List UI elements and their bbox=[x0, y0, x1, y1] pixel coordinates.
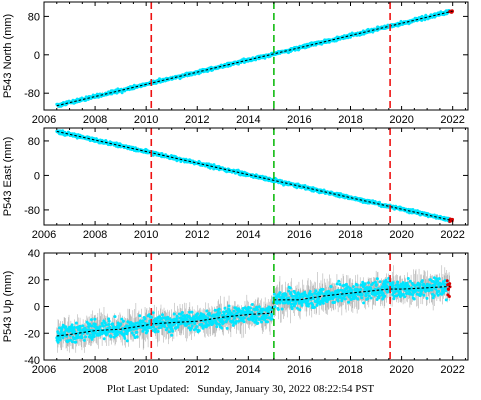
trend-line bbox=[56, 10, 453, 107]
daily-point bbox=[93, 317, 97, 321]
trend-line bbox=[56, 130, 453, 222]
daily-point bbox=[138, 314, 142, 318]
y-axis-label: P543 East (mm) bbox=[2, 137, 14, 216]
east-panel: 2006 2008 2010 2012 2014 2016 2018 2020 2022 -80 0… bbox=[2, 127, 469, 241]
daily-point bbox=[70, 340, 74, 344]
up-panel: 2006 2008 2010 2012 2014 2016 2018 2020 2022-40-… bbox=[2, 248, 469, 376]
daily-point bbox=[89, 318, 93, 322]
daily-point bbox=[58, 335, 62, 339]
daily-point bbox=[116, 333, 119, 337]
daily-point bbox=[101, 324, 105, 328]
daily-point bbox=[119, 322, 123, 326]
x-tick-label: 2006 bbox=[32, 229, 56, 241]
daily-point bbox=[107, 323, 111, 326]
daily-point bbox=[56, 340, 60, 344]
daily-point bbox=[113, 315, 117, 319]
daily-point bbox=[70, 323, 74, 327]
daily-point bbox=[58, 326, 61, 330]
y-tick-label: -80 bbox=[24, 88, 40, 100]
daily-point bbox=[74, 321, 78, 325]
x-tick-label: 2014 bbox=[236, 229, 260, 241]
daily-point bbox=[134, 146, 137, 150]
x-tick-label: 2020 bbox=[389, 229, 413, 241]
north-panel: 2006 2008 2010 2012 2014 2016 2018 2020 2022 -80 0… bbox=[2, 1, 469, 126]
daily-point bbox=[120, 317, 124, 321]
daily-point bbox=[125, 339, 129, 343]
y-tick-label: 0 bbox=[34, 170, 40, 182]
x-tick-label: 2010 bbox=[134, 114, 158, 126]
daily-point bbox=[125, 332, 129, 336]
x-tick-label: 2008 bbox=[83, 229, 107, 241]
daily-point bbox=[58, 338, 62, 342]
x-tick-label: 2010 bbox=[134, 229, 158, 241]
y-tick-label: 80 bbox=[28, 11, 40, 23]
daily-point bbox=[93, 331, 97, 335]
daily-point bbox=[88, 333, 92, 337]
daily-point bbox=[74, 340, 78, 344]
daily-point bbox=[130, 331, 134, 335]
daily-point bbox=[70, 325, 74, 329]
plot-area bbox=[55, 128, 454, 225]
daily-point bbox=[90, 324, 94, 328]
plot-area bbox=[55, 2, 454, 110]
daily-point bbox=[84, 335, 88, 339]
x-tick-label: 2018 bbox=[338, 229, 362, 241]
daily-point bbox=[123, 336, 127, 340]
x-tick-label: 2022 bbox=[440, 229, 464, 241]
x-tick-label: 2012 bbox=[185, 229, 209, 241]
daily-point bbox=[132, 333, 136, 337]
daily-point bbox=[77, 331, 81, 335]
daily-point bbox=[65, 334, 69, 338]
daily-point bbox=[107, 319, 111, 323]
x-tick-label: 2018 bbox=[338, 114, 362, 126]
x-tick-label: 2022 bbox=[440, 114, 464, 126]
x-tick-label: 2020 bbox=[389, 114, 413, 126]
gps-timeseries-figure: 2006 2008 2010 2012 2014 2016 2018 2020 2022 -80 0… bbox=[2, 1, 469, 376]
daily-point bbox=[61, 323, 65, 327]
daily-point bbox=[72, 326, 76, 329]
recent-point bbox=[451, 217, 454, 221]
x-tick-label: 2006 bbox=[32, 114, 56, 126]
x-tick-label: 2008 bbox=[83, 114, 107, 126]
daily-point bbox=[92, 335, 96, 338]
daily-point bbox=[56, 331, 60, 335]
daily-point bbox=[122, 319, 126, 323]
daily-point bbox=[107, 317, 111, 321]
y-axis-label: P543 North (mm) bbox=[2, 14, 14, 98]
plot-frame bbox=[43, 127, 469, 226]
plot-frame bbox=[43, 1, 469, 111]
daily-point bbox=[102, 337, 106, 341]
daily-point bbox=[80, 336, 84, 340]
daily-point bbox=[82, 338, 86, 342]
y-tick-label: -80 bbox=[24, 205, 40, 217]
daily-point bbox=[108, 325, 112, 329]
x-tick-label: 2016 bbox=[287, 114, 311, 126]
daily-point bbox=[121, 327, 125, 331]
daily-point bbox=[132, 327, 136, 331]
y-tick-label: 80 bbox=[28, 136, 40, 148]
daily-point bbox=[109, 335, 113, 339]
daily-point bbox=[123, 332, 126, 336]
daily-point bbox=[64, 325, 68, 329]
plot-area bbox=[55, 253, 452, 360]
x-tick-label: 2012 bbox=[185, 114, 209, 126]
y-tick-label: 0 bbox=[34, 50, 40, 62]
daily-point bbox=[93, 322, 97, 326]
daily-point bbox=[111, 322, 115, 326]
daily-point bbox=[135, 330, 139, 334]
x-tick-label: 2014 bbox=[236, 114, 260, 126]
daily-point bbox=[135, 335, 139, 339]
x-tick-label: 2016 bbox=[287, 229, 311, 241]
daily-points bbox=[55, 276, 452, 344]
daily-point bbox=[78, 324, 82, 328]
daily-point bbox=[98, 325, 102, 329]
daily-point bbox=[112, 325, 115, 329]
daily-point bbox=[81, 324, 85, 328]
daily-point bbox=[104, 323, 108, 327]
